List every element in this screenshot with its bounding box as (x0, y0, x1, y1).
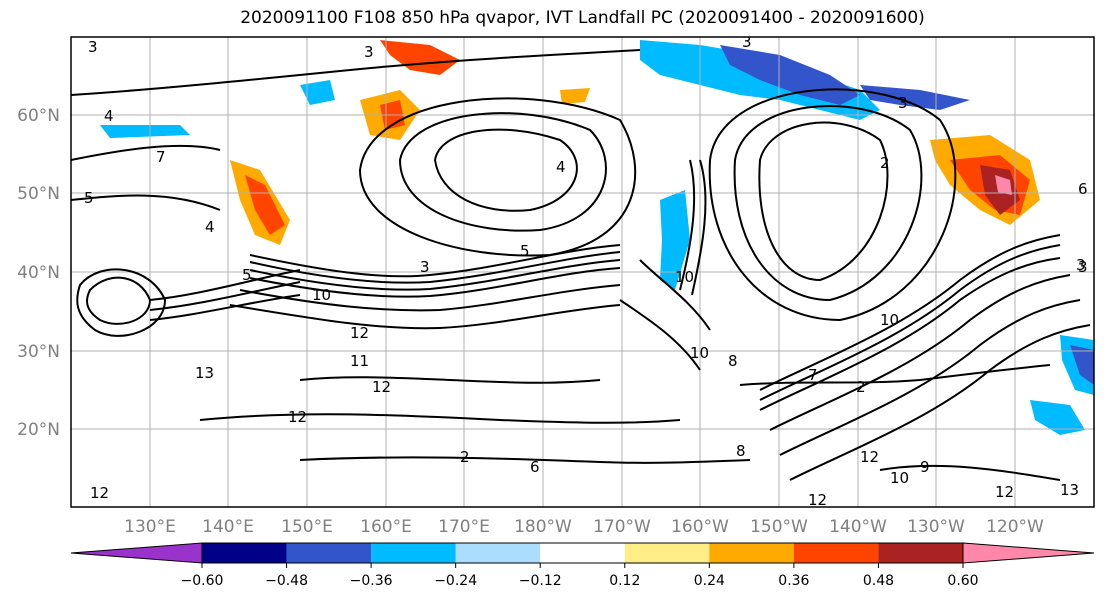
colorbar-segment (540, 543, 625, 563)
colorbar-tick-label: −0.24 (434, 573, 477, 589)
contour-label: 2 (460, 448, 470, 466)
contour-label-group: 3 3 3 3 4 4 7 5 5 4 6 2 3 5 3 10 10 12 1… (84, 33, 1088, 509)
contour-label: 2 (880, 154, 890, 172)
contour-label: 3 (364, 43, 374, 61)
map-title: 2020091100 F108 850 hPa qvapor, IVT Land… (240, 8, 925, 28)
lat-label-30n: 30°N (17, 342, 60, 362)
lat-label-40n: 40°N (17, 263, 60, 283)
negative-anomaly-okhotsk (100, 125, 190, 138)
colorbar: −0.60 −0.48 −0.36 −0.24 −0.12 0.12 0.24 0.36 0.4… (70, 542, 1095, 589)
colorbar-segment (455, 543, 541, 563)
colorbar-segment (878, 543, 963, 563)
contour-label: 10 (690, 344, 709, 362)
colorbar-tick-label: −0.60 (181, 573, 224, 589)
contour-label: 5 (520, 242, 530, 260)
contour-label: 13 (195, 364, 214, 382)
lat-label-50n: 50°N (17, 184, 60, 204)
colorbar-extend-min (70, 542, 203, 564)
contour-label: 6 (1078, 180, 1088, 198)
negative-anomaly-dateline (660, 190, 690, 290)
colorbar-segment (202, 543, 287, 563)
lon-label: 170°W (593, 517, 651, 537)
contour-label: 7 (808, 366, 818, 384)
peak-positive-anomaly-bc (995, 175, 1012, 195)
contour-label: 3 (420, 258, 430, 276)
contour-label: 4 (104, 107, 114, 125)
contour-label: 4 (205, 218, 215, 236)
contour-label: 12 (995, 483, 1014, 501)
colorbar-segment (624, 543, 710, 563)
lon-label: 170°E (438, 517, 490, 537)
colorbar-tick-label: 0.24 (694, 573, 725, 589)
lon-label: 140°E (202, 517, 254, 537)
contour-label: 12 (808, 491, 827, 509)
longitude-labels: 130°E 140°E 150°E 160°E 170°E 180°W 170°… (124, 517, 1044, 537)
contour-label: 5 (242, 266, 252, 284)
contour-label: 9 (920, 458, 930, 476)
contour-label: 12 (350, 324, 369, 342)
lat-label-20n: 20°N (17, 420, 60, 440)
positive-anomaly-siberia (380, 40, 460, 75)
contour-label: 3 (742, 33, 752, 51)
colorbar-segment (709, 543, 794, 563)
colorbar-tick-label: −0.12 (519, 573, 562, 589)
contour-label: 12 (90, 484, 109, 502)
map-frame (70, 36, 1095, 508)
contour-label: 8 (728, 352, 738, 370)
strong-negative-anomaly-mexico (1070, 345, 1094, 385)
contour-label: 12 (372, 378, 391, 396)
colorbar-segment (371, 543, 456, 563)
contour-lines (71, 49, 1091, 481)
contour-label: 11 (350, 352, 369, 370)
colorbar-tick-label: −0.36 (350, 573, 393, 589)
lon-label: 120°W (986, 517, 1044, 537)
contour-label: 10 (890, 469, 909, 487)
colorbar-tick-label: −0.48 (265, 573, 308, 589)
contour-label: 12 (860, 448, 879, 466)
contour-label: 6 (530, 458, 540, 476)
lon-label: 160°E (360, 517, 412, 537)
lon-label: 160°W (671, 517, 729, 537)
lon-label: 150°W (750, 517, 808, 537)
contour-label: 10 (880, 311, 899, 329)
lon-label: 130°E (124, 517, 176, 537)
map-content: 3 3 3 3 4 4 7 5 5 4 6 2 3 5 3 10 10 12 1… (71, 33, 1094, 509)
colorbar-tick-label: 0.60 (947, 573, 978, 589)
colorbar-segment (793, 543, 879, 563)
strong-positive-anomaly-japan (245, 175, 285, 235)
contour-label: 10 (312, 286, 331, 304)
colorbar-extend-max (962, 542, 1095, 564)
contour-label: 2 (856, 378, 866, 396)
negative-anomaly-tropics (1030, 400, 1085, 435)
lon-label: 130°W (907, 517, 965, 537)
lon-label: 140°W (829, 517, 887, 537)
negative-anomaly-gulf (860, 85, 970, 110)
colorbar-segment (286, 543, 372, 563)
lon-label: 180°W (514, 517, 572, 537)
colorbar-tick-label: 0.12 (609, 573, 640, 589)
colorbar-outline (201, 542, 964, 564)
contour-label: 8 (736, 442, 746, 460)
colorbar-tick-label: 0.36 (778, 573, 809, 589)
contour-label: 5 (84, 189, 94, 207)
latitude-labels: 60°N 50°N 40°N 30°N 20°N (17, 106, 60, 440)
contour-label: 12 (288, 408, 307, 426)
contour-label: 10 (675, 268, 694, 286)
contour-label: 3 (898, 94, 908, 112)
contour-label: 4 (556, 158, 566, 176)
contour-label: 13 (1060, 481, 1079, 499)
contour-label: 3 (88, 38, 98, 56)
colorbar-tick-label: 0.48 (863, 573, 894, 589)
lon-label: 150°E (281, 517, 333, 537)
positive-anomaly-bering (560, 88, 590, 104)
contour-label: 7 (156, 148, 166, 166)
negative-anomaly-kamchatka (300, 80, 335, 105)
contour-label: 3 (1076, 256, 1086, 274)
lat-label-60n: 60°N (17, 106, 60, 126)
contour-label: 3 (1078, 258, 1088, 276)
